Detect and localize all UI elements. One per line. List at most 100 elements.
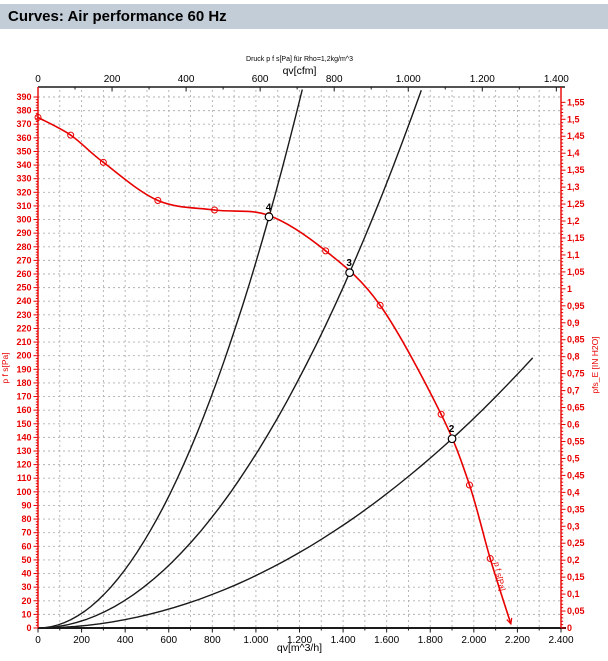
left-axis-tick-label: 30 [21,582,31,592]
left-axis-tick-label: 310 [16,201,31,211]
left-axis-tick-label: 270 [16,255,31,265]
left-axis-tick-label: 200 [16,351,31,361]
left-axis-tick-label: 180 [16,378,31,388]
bottom-axis-tick-label: 1.000 [243,635,268,646]
measurement-marker-dot [156,199,159,202]
bottom-axis-title: qv[m^3/h] [277,642,322,654]
left-axis-tick-label: 260 [16,269,31,279]
bottom-axis-tick-label: 0 [35,635,41,646]
chart-note: Druck p f s[Pa] für Rho=1,2kg/m^3 [246,56,353,63]
left-axis-tick-label: 290 [16,228,31,238]
measurement-marker [376,301,384,309]
bottom-axis-tick-label: 800 [204,635,221,646]
right-axis-tick-label: 1,05 [567,267,585,277]
right-axis-tick-label: 0,5 [567,453,580,463]
curve-end-arrow [506,617,513,626]
right-axis-tick-label: 0,75 [567,369,585,379]
right-axis-tick-label: 0,95 [567,301,585,311]
right-axis-tick-label: 0,45 [567,470,585,480]
left-axis-tick-label: 110 [17,473,32,483]
right-axis-tick-label: 0,6 [567,420,580,430]
measurement-marker [154,196,162,204]
right-axis-tick-label: 0,3 [567,521,580,531]
left-axis-tick-label: 330 [16,174,31,184]
right-axis-tick-label: 0,9 [567,318,580,328]
left-axis-tick-label: 80 [21,514,31,524]
left-axis-tick-label: 190 [16,364,31,374]
operating-point-label-3: 3 [346,258,352,269]
system-curve-4 [37,89,303,629]
top-axis-tick-label: 0 [35,74,41,85]
left-axis-tick-label: 210 [16,337,31,347]
right-axis-tick-label: 1,1 [567,250,580,260]
bottom-axis-tick-label: 1.600 [374,635,399,646]
left-axis-tick-label: 280 [16,242,31,252]
left-axis-tick-label: 0 [26,623,31,633]
measurement-marker-dot [102,161,105,164]
left-axis-tick-label: 20 [21,596,31,606]
operating-point-label-4: 4 [266,202,272,213]
right-axis-tick-label: 1,4 [567,148,580,158]
left-axis-tick-label: 140 [16,432,31,442]
left-axis-tick-label: 390 [16,92,31,102]
measurement-marker-dot [440,413,443,416]
left-axis-tick-label: 160 [16,405,31,415]
axes: 0 200 400 600 800 1.000 1.200 1.400qv[cfm]Druck… [0,56,600,654]
left-axis-tick-label: 370 [16,119,31,129]
operating-points: 4 3 2 [264,202,457,444]
measurement-marker [67,131,75,139]
top-axis-tick-label: 400 [178,74,195,85]
left-axis-tick-label: 10 [21,609,31,619]
left-axis-tick-label: 220 [16,323,31,333]
left-axis-tick-label: 230 [16,310,31,320]
right-axis-tick-label: 1,45 [567,131,585,141]
grid [38,90,561,628]
left-axis-tick-label: 250 [16,283,31,293]
bottom-axis-tick-label: 1.800 [418,635,443,646]
left-axis-tick-label: 240 [16,296,31,306]
bottom-axis-tick-label: 2.000 [461,635,486,646]
left-axis-tick-label: 40 [21,569,31,579]
left-axis-tick-label: 130 [16,446,31,456]
left-axis-tick-label: 340 [16,160,31,170]
top-axis-tick-label: 1.200 [470,74,495,85]
bottom-axis-tick-label: 200 [73,635,90,646]
left-axis-tick-label: 170 [16,392,31,402]
measurement-marker-dot [213,209,216,211]
top-axis-title: qv[cfm] [283,65,317,77]
measurement-marker-dot [468,484,471,486]
left-axis-tick-label: 350 [16,146,31,156]
left-axis-tick-label: 380 [16,106,31,116]
right-axis-tick-label: 0 [567,623,572,633]
bottom-axis-tick-label: 2.200 [505,635,530,646]
left-axis-tick-label: 90 [21,500,31,510]
system-curve-3 [37,90,422,629]
right-axis-tick-label: 0,35 [567,504,585,514]
operating-point-label-2: 2 [449,424,455,435]
right-axis-tick-label: 1,15 [567,233,585,243]
measurement-marker [211,206,219,214]
operating-point-4 [264,212,274,222]
right-axis-tick-label: 1,25 [567,199,585,209]
page-title: Curves: Air performance 60 Hz [8,8,227,25]
right-axis-title: pfs_E [IN H2O] [590,336,600,393]
top-axis-tick-label: 1.000 [396,74,421,85]
right-axis-tick-label: 1,3 [567,182,580,192]
measurement-marker-dot [489,557,492,560]
left-axis-tick-label: 150 [16,419,31,429]
right-axis-tick-label: 0,1 [567,589,580,599]
left-axis-title: p f s[Pa] [0,352,10,383]
left-axis-tick-label: 120 [16,460,31,470]
measurement-marker [486,555,494,563]
fan-pressure-curve [37,116,512,625]
measurement-marker [437,410,445,418]
top-axis-tick-label: 600 [252,74,269,85]
left-axis-tick-label: 100 [16,487,31,497]
measurement-marker-dot [69,134,72,137]
right-axis-tick-label: 0,25 [567,538,585,548]
left-axis-tick-label: 60 [21,541,31,551]
measurement-marker-dot [379,304,382,307]
right-axis-tick-label: 0,7 [567,386,580,396]
bottom-axis-tick-label: 2.400 [548,635,573,646]
